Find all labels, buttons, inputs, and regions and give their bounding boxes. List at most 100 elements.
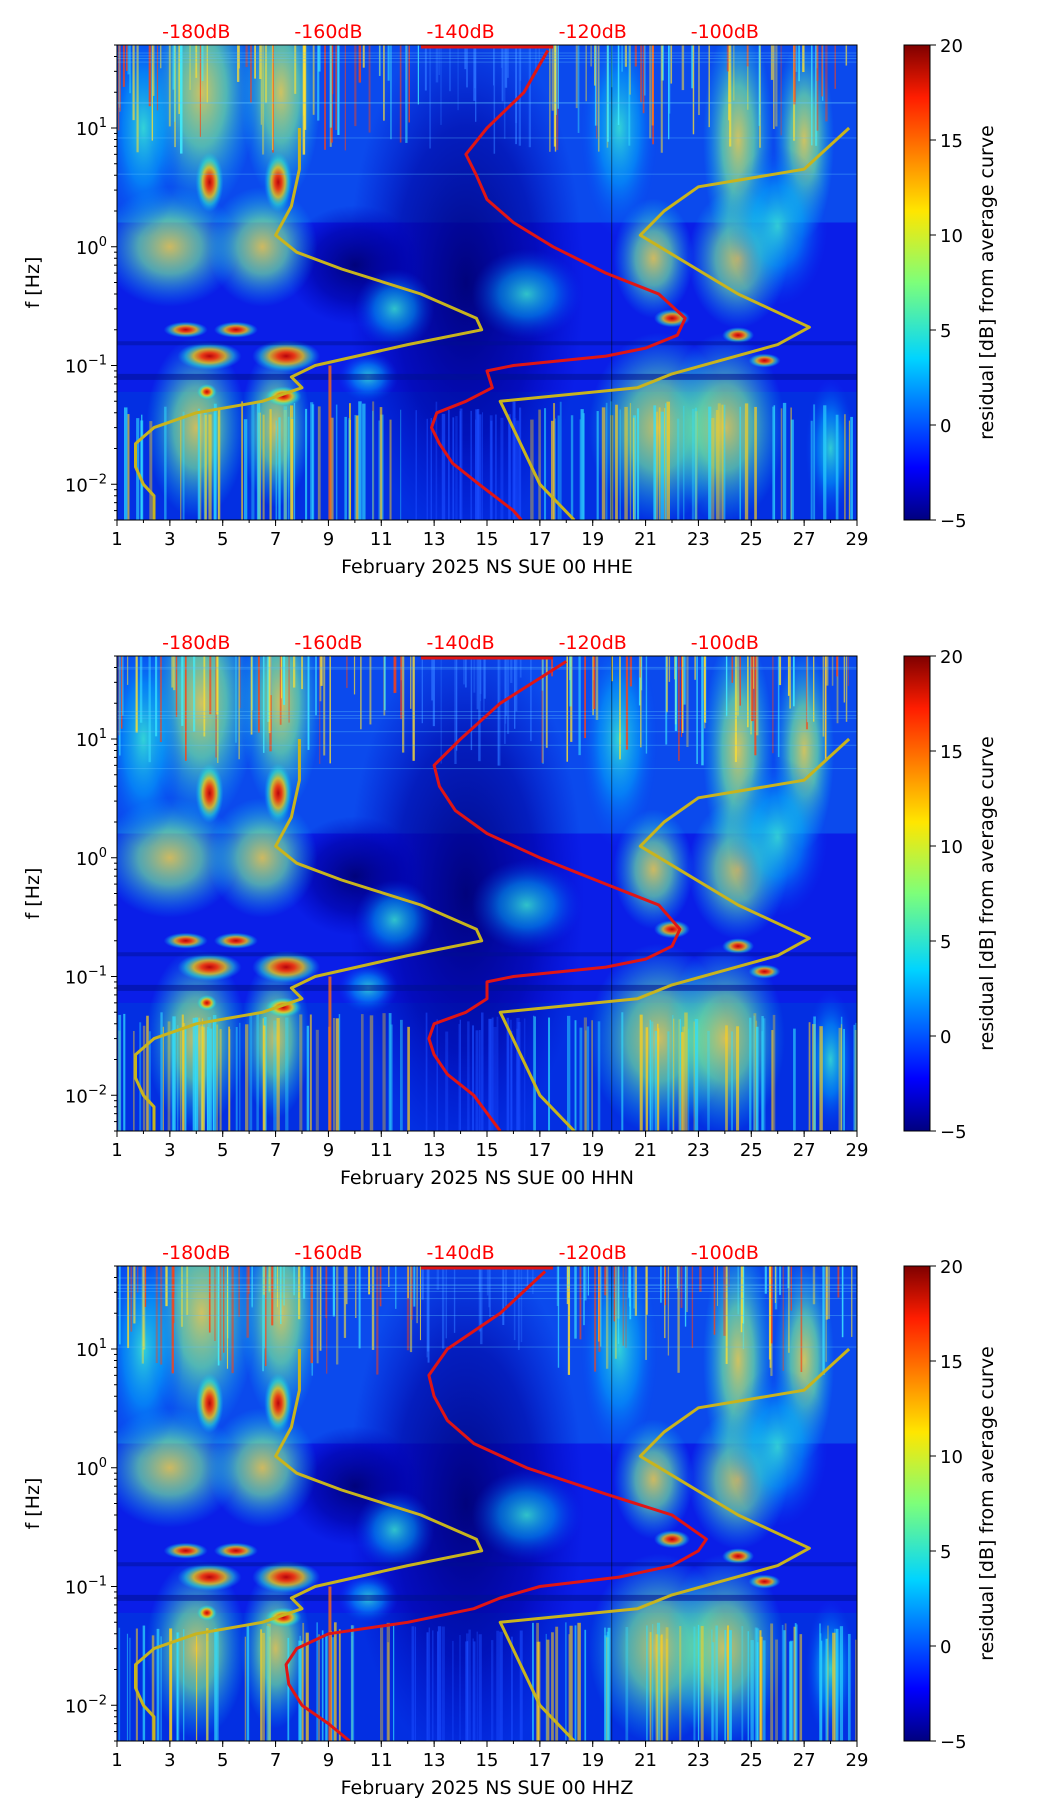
colorbar: 20 15 10 5 0 −5 residual [dB] from average cur… <box>903 1257 998 1753</box>
x-tick-label: 19 <box>581 1140 604 1161</box>
x-tick-label: 5 <box>217 1750 228 1771</box>
top-db-label: -140dB <box>426 1242 494 1264</box>
colorbar-tick-label: 20 <box>940 1257 963 1278</box>
top-db-label: -120dB <box>559 21 627 43</box>
noise-model-curve-1 <box>134 128 484 520</box>
y-tick-label: 10−2 <box>65 1693 107 1717</box>
y-tick-label: 100 <box>76 846 107 870</box>
x-tick-label: 5 <box>217 529 228 550</box>
x-tick-label: 25 <box>740 1140 763 1161</box>
colorbar-tick-label: −5 <box>940 511 967 532</box>
x-tick-label: 15 <box>476 529 499 550</box>
top-db-label: -180dB <box>162 21 230 43</box>
colorbar-tick-label: 10 <box>940 226 963 247</box>
x-tick-label: 13 <box>423 1750 446 1771</box>
x-tick-label: 13 <box>423 529 446 550</box>
x-axis-label: February 2025 NS SUE 00 HHZ <box>341 1777 634 1799</box>
colorbar-gradient <box>903 44 931 521</box>
colorbar-tick-label: 10 <box>940 837 963 858</box>
x-tick-label: 29 <box>846 1750 869 1771</box>
x-tick-label: 19 <box>581 529 604 550</box>
noise-model-curve-1 <box>134 1349 484 1741</box>
top-db-label: -100dB <box>691 21 759 43</box>
top-db-label: -160dB <box>294 21 362 43</box>
x-tick-label: 29 <box>846 1140 869 1161</box>
y-axis-label: f [Hz] <box>22 868 44 920</box>
x-tick-label: 19 <box>581 1750 604 1771</box>
spectrogram-heatmap <box>117 1266 857 1741</box>
spectrogram-heatmap <box>117 45 857 520</box>
top-db-label: -140dB <box>426 632 494 654</box>
x-tick-label: 1 <box>111 529 122 550</box>
x-tick-label: 29 <box>846 529 869 550</box>
x-tick-label: 23 <box>687 1140 710 1161</box>
top-db-label: -160dB <box>294 1242 362 1264</box>
x-tick-label: 3 <box>164 529 175 550</box>
x-tick-label: 27 <box>793 1750 816 1771</box>
median-psd-curve <box>427 660 682 1131</box>
colorbar: 20 15 10 5 0 −5 residual [dB] from average cur… <box>903 36 998 532</box>
x-tick-label: 7 <box>270 1140 281 1161</box>
y-tick-label: 10−1 <box>65 354 107 378</box>
noise-model-curve-2 <box>498 737 851 1131</box>
x-tick-label: 9 <box>323 1750 334 1771</box>
x-tick-label: 21 <box>634 529 657 550</box>
x-tick-label: 23 <box>687 1750 710 1771</box>
colorbar-gradient <box>903 655 931 1132</box>
x-tick-label: 27 <box>793 529 816 550</box>
x-tick-label: 11 <box>370 1140 393 1161</box>
noise-model-curve-1 <box>134 739 484 1131</box>
x-tick-label: 9 <box>323 1140 334 1161</box>
x-tick-label: 9 <box>323 529 334 550</box>
colorbar-tick-label: 0 <box>940 416 951 437</box>
x-tick-label: 25 <box>740 529 763 550</box>
x-tick-label: 21 <box>634 1140 657 1161</box>
y-tick-label: 101 <box>76 116 107 140</box>
colorbar-tick-label: 5 <box>940 1542 951 1563</box>
y-tick-label: 100 <box>76 1456 107 1480</box>
colorbar-label: residual [dB] from average curve <box>976 125 998 440</box>
colorbar-tick-label: 15 <box>940 742 963 763</box>
colorbar-tick-label: 0 <box>940 1027 951 1048</box>
x-tick-label: 13 <box>423 1140 446 1161</box>
y-tick-label: 10−1 <box>65 1575 107 1599</box>
x-tick-label: 1 <box>111 1750 122 1771</box>
spectrogram-heatmap <box>117 656 857 1131</box>
colorbar-tick-label: 5 <box>940 932 951 953</box>
y-tick-label: 101 <box>76 727 107 751</box>
colorbar: 20 15 10 5 0 −5 residual [dB] from average cur… <box>903 647 998 1143</box>
colorbar-tick-label: 10 <box>940 1447 963 1468</box>
y-axis-label: f [Hz] <box>22 1478 44 1530</box>
colorbar-tick-label: 20 <box>940 647 963 668</box>
x-tick-label: 15 <box>476 1750 499 1771</box>
x-tick-label: 23 <box>687 529 710 550</box>
y-tick-label: 10−2 <box>65 472 107 496</box>
median-psd-curve <box>430 49 687 520</box>
x-tick-label: 7 <box>270 1750 281 1771</box>
x-tick-label: 5 <box>217 1140 228 1161</box>
y-tick-label: 101 <box>76 1337 107 1361</box>
y-tick-label: 100 <box>76 235 107 259</box>
x-tick-label: 1 <box>111 1140 122 1161</box>
top-db-label: -120dB <box>559 1242 627 1264</box>
colorbar-tick-label: 5 <box>940 321 951 342</box>
y-tick-label: 10−1 <box>65 965 107 989</box>
x-tick-label: 3 <box>164 1140 175 1161</box>
colorbar-tick-label: 0 <box>940 1637 951 1658</box>
top-db-label: -100dB <box>691 632 759 654</box>
x-tick-label: 27 <box>793 1140 816 1161</box>
median-psd-curve <box>284 1270 708 1741</box>
y-tick-label: 10−2 <box>65 1083 107 1107</box>
x-tick-label: 17 <box>528 1140 551 1161</box>
top-db-label: -180dB <box>162 632 230 654</box>
x-tick-label: 3 <box>164 1750 175 1771</box>
top-db-label: -160dB <box>294 632 362 654</box>
top-db-label: -180dB <box>162 1242 230 1264</box>
colorbar-tick-label: −5 <box>940 1122 967 1143</box>
colorbar-tick-label: 15 <box>940 1352 963 1373</box>
x-tick-label: 11 <box>370 1750 393 1771</box>
